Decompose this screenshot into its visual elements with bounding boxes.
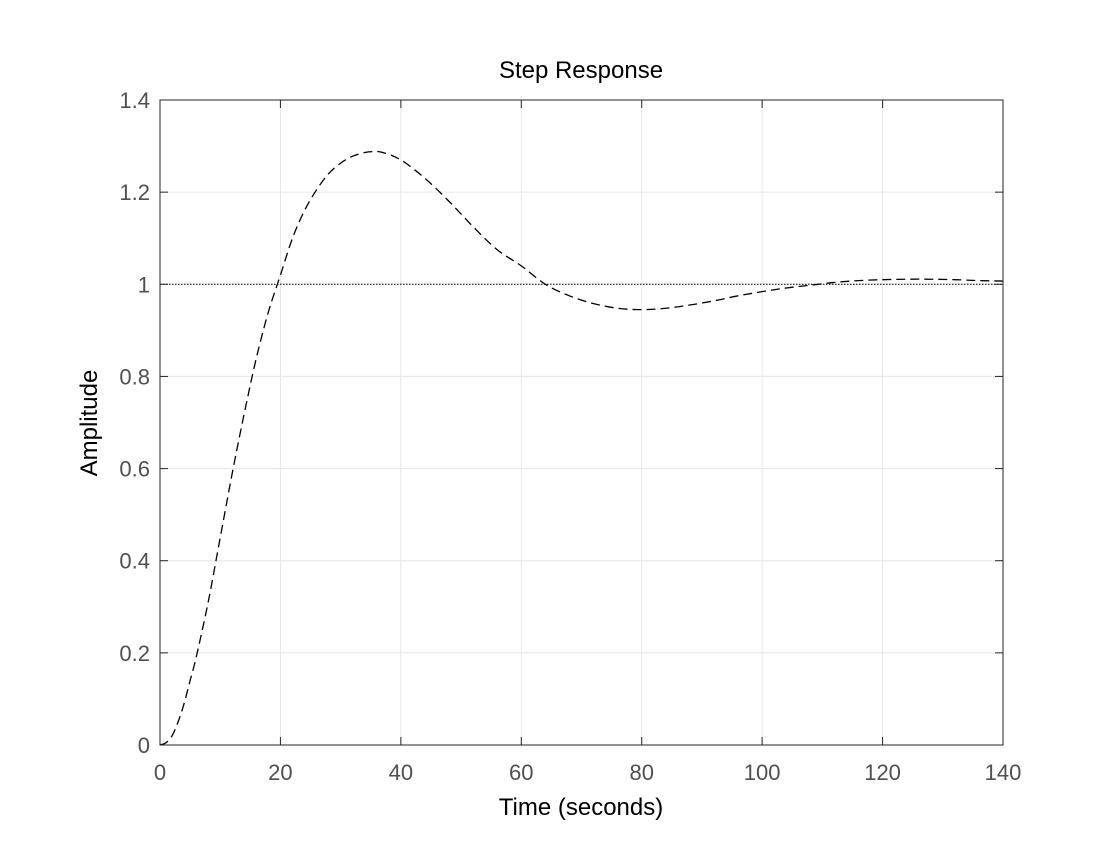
y-tick-label: 1.4 xyxy=(119,88,150,113)
x-axis-title: Time (seconds) xyxy=(499,794,663,821)
x-tick-label: 140 xyxy=(985,760,1022,785)
series-layer xyxy=(159,150,1004,746)
y-tick-label: 1 xyxy=(138,272,150,297)
chart-title: Step Response xyxy=(499,57,663,84)
grid xyxy=(160,100,1003,745)
y-tick-label: 1.2 xyxy=(119,180,150,205)
y-tick-label: 0 xyxy=(138,733,150,758)
x-tick-label: 120 xyxy=(864,760,901,785)
y-tick-label: 0.2 xyxy=(119,641,150,666)
y-tick-label: 0.8 xyxy=(119,364,150,389)
x-tick-label: 0 xyxy=(154,760,166,785)
plot-area-border xyxy=(159,99,1004,746)
x-tick-label: 100 xyxy=(744,760,781,785)
x-tick-label: 80 xyxy=(629,760,653,785)
y-tick-label: 0.6 xyxy=(119,457,150,482)
y-axis-title: Amplitude xyxy=(76,370,103,477)
x-tick-label: 20 xyxy=(268,760,292,785)
x-tick-label: 40 xyxy=(389,760,413,785)
x-tick-label: 60 xyxy=(509,760,533,785)
y-tick-label: 0.4 xyxy=(119,549,150,574)
axis-ticks: 0 20 40 60 80 100 120 140 0 0.2 0.4 0.6 0.8 1 1.2 1.4 xyxy=(119,88,1021,785)
